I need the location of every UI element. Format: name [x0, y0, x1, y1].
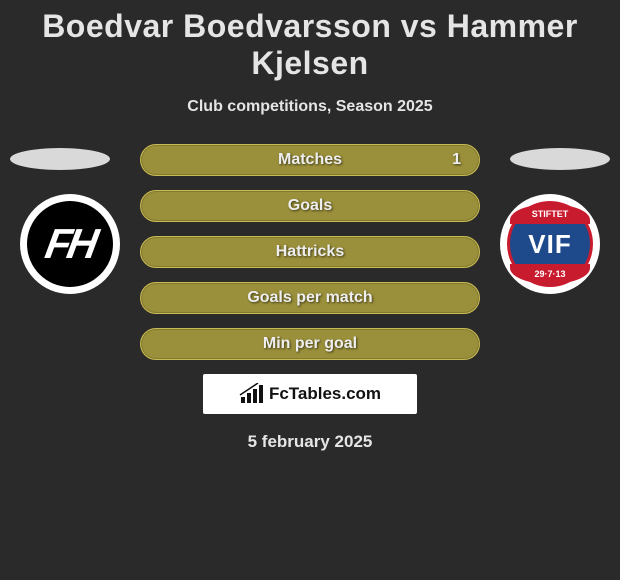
club-logo-left: FH: [20, 194, 120, 294]
stat-bar-goals: Goals: [140, 190, 480, 222]
subtitle: Club competitions, Season 2025: [0, 98, 620, 116]
club-logo-right: STIFTET VIF 29·7·13: [500, 194, 600, 294]
page-title: Boedvar Boedvarsson vs Hammer Kjelsen: [0, 0, 620, 82]
stat-label: Goals per match: [247, 289, 372, 307]
watermark-text: FcTables.com: [269, 384, 381, 404]
stat-label: Hattricks: [276, 243, 344, 261]
stat-bar-matches: Matches 1: [140, 144, 480, 176]
vif-bottom-band: 29·7·13: [510, 264, 590, 284]
bar-chart-icon: [239, 383, 265, 405]
player-ellipse-left: [10, 148, 110, 170]
fh-monogram: FH: [42, 220, 98, 268]
stat-label: Goals: [288, 197, 332, 215]
player-ellipse-right: [510, 148, 610, 170]
vif-top-band: STIFTET: [510, 204, 590, 224]
stat-bar-goals-per-match: Goals per match: [140, 282, 480, 314]
comparison-panel: FH STIFTET VIF 29·7·13 Matches 1 Goals H…: [0, 144, 620, 452]
stats-bars: Matches 1 Goals Hattricks Goals per matc…: [140, 144, 480, 360]
stat-label: Matches: [278, 151, 342, 169]
stat-bar-hattricks: Hattricks: [140, 236, 480, 268]
watermark-badge: FcTables.com: [203, 374, 417, 414]
vif-monogram: VIF: [528, 229, 571, 260]
vif-logo-icon: STIFTET VIF 29·7·13: [507, 201, 593, 287]
date-text: 5 february 2025: [0, 432, 620, 452]
fh-logo-icon: FH: [27, 201, 113, 287]
stat-label: Min per goal: [263, 335, 357, 353]
stat-value: 1: [452, 151, 461, 169]
stat-bar-min-per-goal: Min per goal: [140, 328, 480, 360]
